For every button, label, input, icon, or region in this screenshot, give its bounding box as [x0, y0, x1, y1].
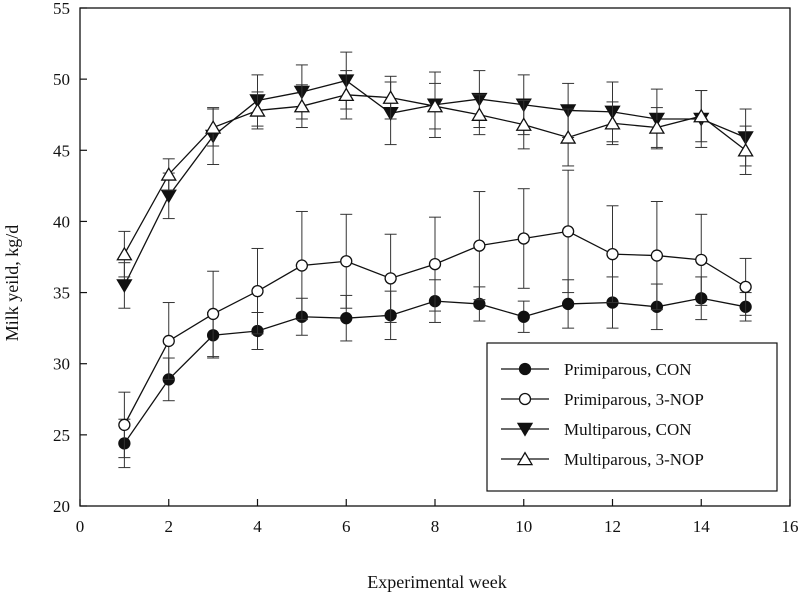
legend-marker — [516, 422, 534, 437]
legend-label: Primiparous, 3-NOP — [564, 390, 704, 409]
x-tick-label: 0 — [76, 517, 85, 536]
data-point — [251, 284, 264, 298]
data-point — [737, 142, 754, 157]
y-tick-label: 25 — [53, 426, 70, 445]
x-axis-title: Experimental week — [367, 572, 506, 592]
y-tick-label: 30 — [53, 355, 70, 374]
data-point — [384, 272, 397, 285]
legend-item: Primiparous, CON — [501, 360, 692, 379]
data-point — [118, 418, 131, 432]
data-point — [561, 225, 575, 238]
y-tick-label: 50 — [53, 70, 70, 89]
series-2 — [118, 169, 752, 459]
x-tick-label: 2 — [165, 517, 174, 536]
y-tick-label: 55 — [53, 0, 70, 18]
data-point — [204, 119, 222, 134]
data-point — [426, 98, 444, 113]
y-tick-label: 35 — [53, 284, 70, 303]
data-point — [604, 115, 621, 130]
series-group — [116, 51, 754, 469]
data-point — [693, 108, 710, 123]
legend-box — [486, 342, 778, 492]
data-point — [648, 119, 666, 134]
data-point — [606, 248, 619, 261]
x-tick-label: 6 — [342, 517, 351, 536]
series-4 — [116, 70, 754, 278]
data-point — [561, 297, 575, 311]
axes: 0 2 4 6 8 10 12 14 16 20 25 30 35 40 45 50 55 — [53, 0, 799, 536]
data-point — [340, 312, 353, 325]
x-tick-label: 16 — [782, 517, 799, 536]
x-tick-label: 12 — [604, 517, 621, 536]
legend-item: Multiparous, CON — [501, 420, 692, 439]
data-point — [295, 259, 309, 272]
data-point — [517, 232, 530, 245]
legend: Primiparous, CON Primiparous, 3-NOP Multip… — [486, 342, 778, 492]
data-point — [162, 334, 175, 348]
data-point — [382, 90, 399, 104]
legend-label: Multiparous, CON — [564, 420, 692, 439]
legend-marker — [516, 451, 534, 466]
data-point — [160, 166, 177, 181]
data-point — [116, 279, 133, 294]
legend-item: Multiparous, 3-NOP — [501, 450, 704, 469]
data-point — [471, 107, 488, 121]
data-point — [293, 98, 311, 113]
legend-marker — [518, 362, 532, 376]
data-point — [517, 310, 530, 323]
legend-label: Multiparous, 3-NOP — [564, 450, 704, 469]
x-tick-label: 8 — [431, 517, 440, 536]
data-point — [340, 255, 353, 268]
data-point — [559, 129, 577, 144]
x-tick-label: 4 — [253, 517, 262, 536]
data-point — [338, 87, 355, 102]
data-point — [249, 102, 266, 117]
y-tick-label: 40 — [53, 212, 70, 231]
y-tick-label: 45 — [53, 141, 70, 160]
data-point — [739, 280, 752, 294]
x-tick-label: 14 — [693, 517, 711, 536]
legend-item: Primiparous, 3-NOP — [501, 390, 704, 409]
data-point — [515, 117, 532, 131]
data-point — [206, 307, 220, 321]
data-point — [160, 189, 177, 204]
data-point — [650, 249, 664, 262]
data-point — [695, 253, 708, 266]
x-tick-label: 10 — [515, 517, 532, 536]
legend-label: Primiparous, CON — [564, 360, 692, 379]
data-point — [428, 257, 442, 271]
data-point — [116, 246, 133, 261]
legend-marker — [518, 392, 532, 406]
data-point — [473, 239, 486, 252]
y-axis-title: Milk yeild, kg/d — [2, 225, 22, 342]
y-tick-label: 20 — [53, 497, 70, 516]
